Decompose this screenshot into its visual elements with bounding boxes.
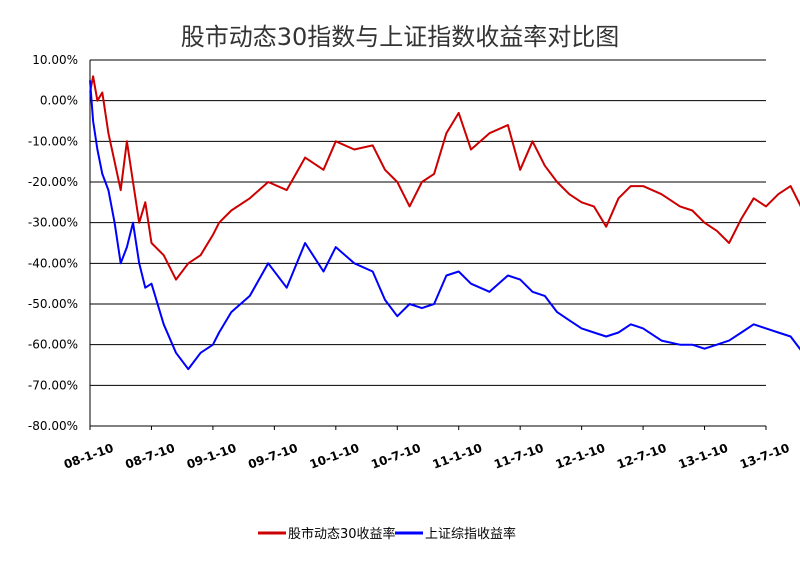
x-tick-label: 08-7-10 [123, 441, 176, 472]
x-tick-label: 12-7-10 [615, 441, 668, 472]
y-tick-label: -30.00% [28, 216, 78, 230]
y-tick-label: 0.00% [40, 94, 78, 108]
x-tick-label: 08-1-10 [62, 441, 115, 472]
y-tick-label: -50.00% [28, 297, 78, 311]
legend: 股市动态30收益率 上证综指收益率 [258, 526, 516, 542]
y-tick-label: -80.00% [28, 419, 78, 433]
x-tick-label: 11-1-10 [431, 441, 484, 472]
axis-layer: 10.00% 0.00% -10.00% -20.00% -30.00% -40.00% -… [28, 53, 791, 472]
series-line-1 [89, 75, 800, 281]
x-tick-label: 10-7-10 [369, 441, 422, 472]
y-tick-label: -10.00% [28, 134, 78, 148]
x-tick-label: 13-7-10 [738, 441, 791, 472]
x-tick-label: 09-7-10 [246, 441, 299, 472]
legend-label: 股市动态30收益率 [288, 526, 396, 542]
chart-title: 股市动态30指数与上证指数收益率对比图 [181, 23, 620, 51]
x-tick-label: 12-1-10 [554, 441, 607, 472]
series-line-2 [89, 80, 800, 371]
x-tick-label: 11-7-10 [492, 441, 545, 472]
y-tick-label: -20.00% [28, 175, 78, 189]
y-tick-label: -70.00% [28, 378, 78, 392]
y-tick-label: -40.00% [28, 256, 78, 270]
x-tick-label: 10-1-10 [308, 441, 361, 472]
x-tick-label: 09-1-10 [185, 441, 238, 472]
y-tick-label: -60.00% [28, 338, 78, 352]
x-tick-label: 13-1-10 [676, 441, 729, 472]
grid-layer [90, 59, 766, 427]
y-tick-label: 10.00% [32, 53, 78, 67]
series-layer [89, 75, 800, 371]
legend-label: 上证综指收益率 [425, 526, 516, 542]
